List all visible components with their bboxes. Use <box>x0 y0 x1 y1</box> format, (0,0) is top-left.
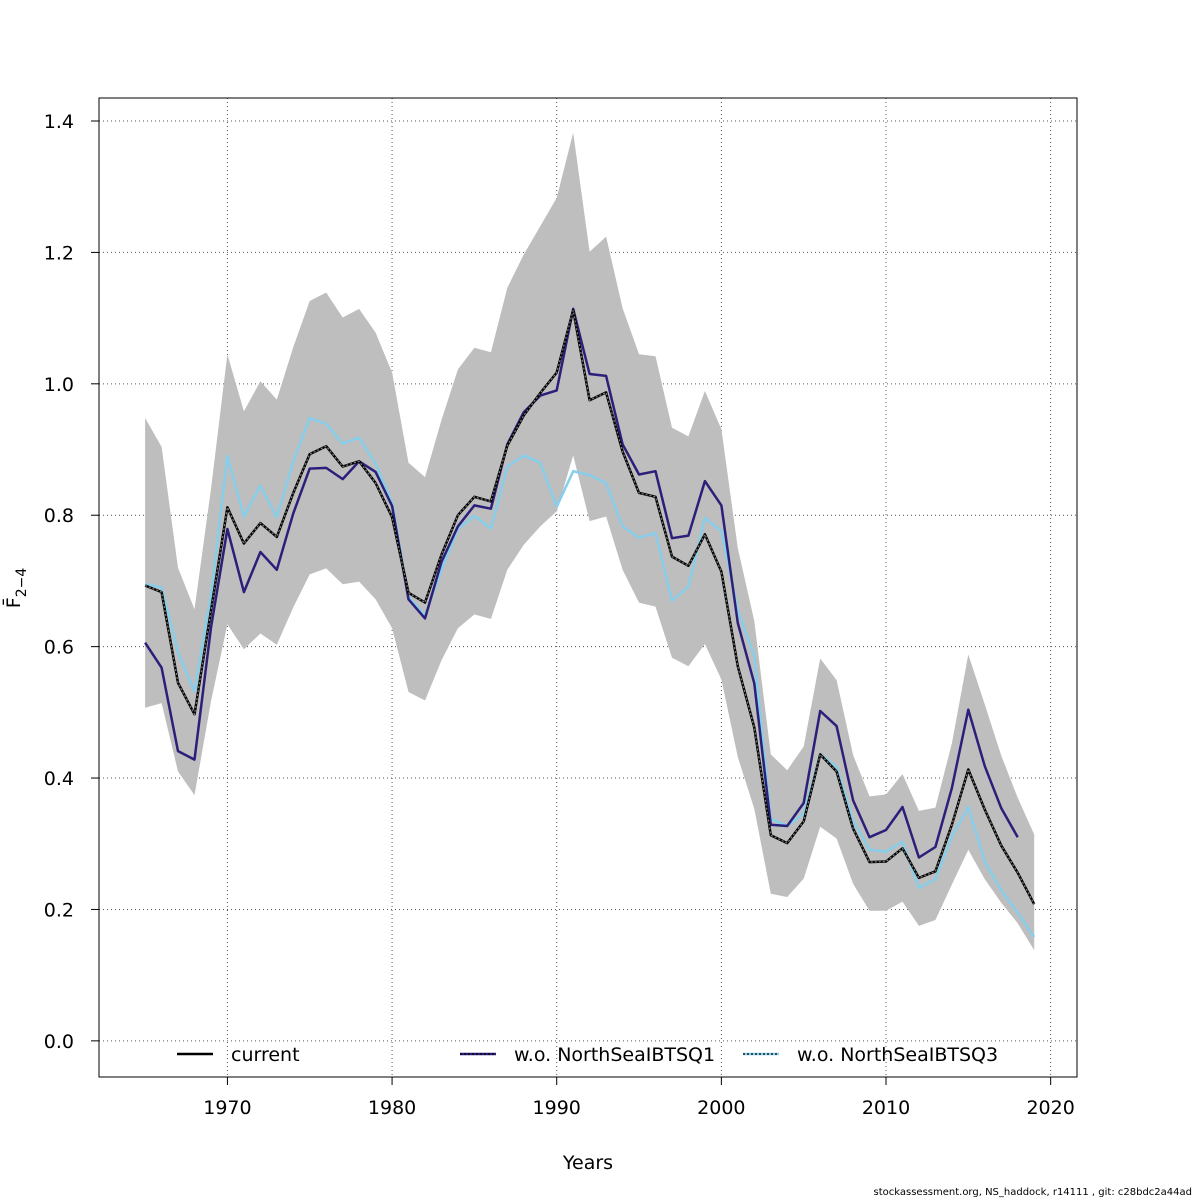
legend-label-q3: w.o. NorthSeaIBTSQ3 <box>797 1044 998 1066</box>
y-tick-label-1.4: 1.4 <box>44 111 74 133</box>
y-tick-label-0.6: 0.6 <box>44 637 74 659</box>
legend-label-q1: w.o. NorthSeaIBTSQ1 <box>514 1044 715 1066</box>
x-tick-label-2020: 2020 <box>1026 1097 1074 1119</box>
y-tick-label-0.8: 0.8 <box>44 505 74 527</box>
confidence-band <box>145 132 1035 951</box>
x-tick-label-2010: 2010 <box>862 1097 910 1119</box>
series-line-current-overlay <box>144 310 1035 905</box>
x-axis: 1970 1980 1990 2000 2010 2020 <box>203 1077 1075 1119</box>
y-tick-label-1.2: 1.2 <box>44 242 74 264</box>
x-tick-label-1990: 1990 <box>533 1097 581 1119</box>
series-layer <box>144 307 1036 938</box>
y-tick-label-0.0: 0.0 <box>44 1031 74 1053</box>
y-axis: 0.0 0.2 0.4 0.6 0.8 1.0 1.2 1.4 <box>44 111 99 1053</box>
legend-label-current: current <box>231 1044 300 1066</box>
series-line-wo-northseaibtsq1 <box>144 307 1019 859</box>
plot-frame <box>98 97 1078 1078</box>
series-line-wo-northseaibtsq3 <box>144 416 1036 938</box>
legend: current w.o. NorthSeaIBTSQ1 w.o. NorthSe… <box>177 1044 998 1066</box>
y-axis-title-main: F̄ <box>1 597 25 608</box>
footer-credit: stockassessment.org, NS_haddock, r14111 … <box>873 1187 1193 1198</box>
x-axis-title: Years <box>562 1152 613 1174</box>
y-tick-label-0.2: 0.2 <box>44 899 74 921</box>
x-tick-label-2000: 2000 <box>697 1097 745 1119</box>
y-tick-label-0.4: 0.4 <box>44 768 74 790</box>
x-tick-label-1980: 1980 <box>368 1097 416 1119</box>
y-axis-title: F̄2−4 <box>1 568 30 609</box>
y-axis-title-subscript: 2−4 <box>14 568 30 598</box>
y-tick-label-1.0: 1.0 <box>44 374 74 396</box>
confidence-band-layer <box>145 132 1035 951</box>
x-tick-label-1970: 1970 <box>203 1097 251 1119</box>
